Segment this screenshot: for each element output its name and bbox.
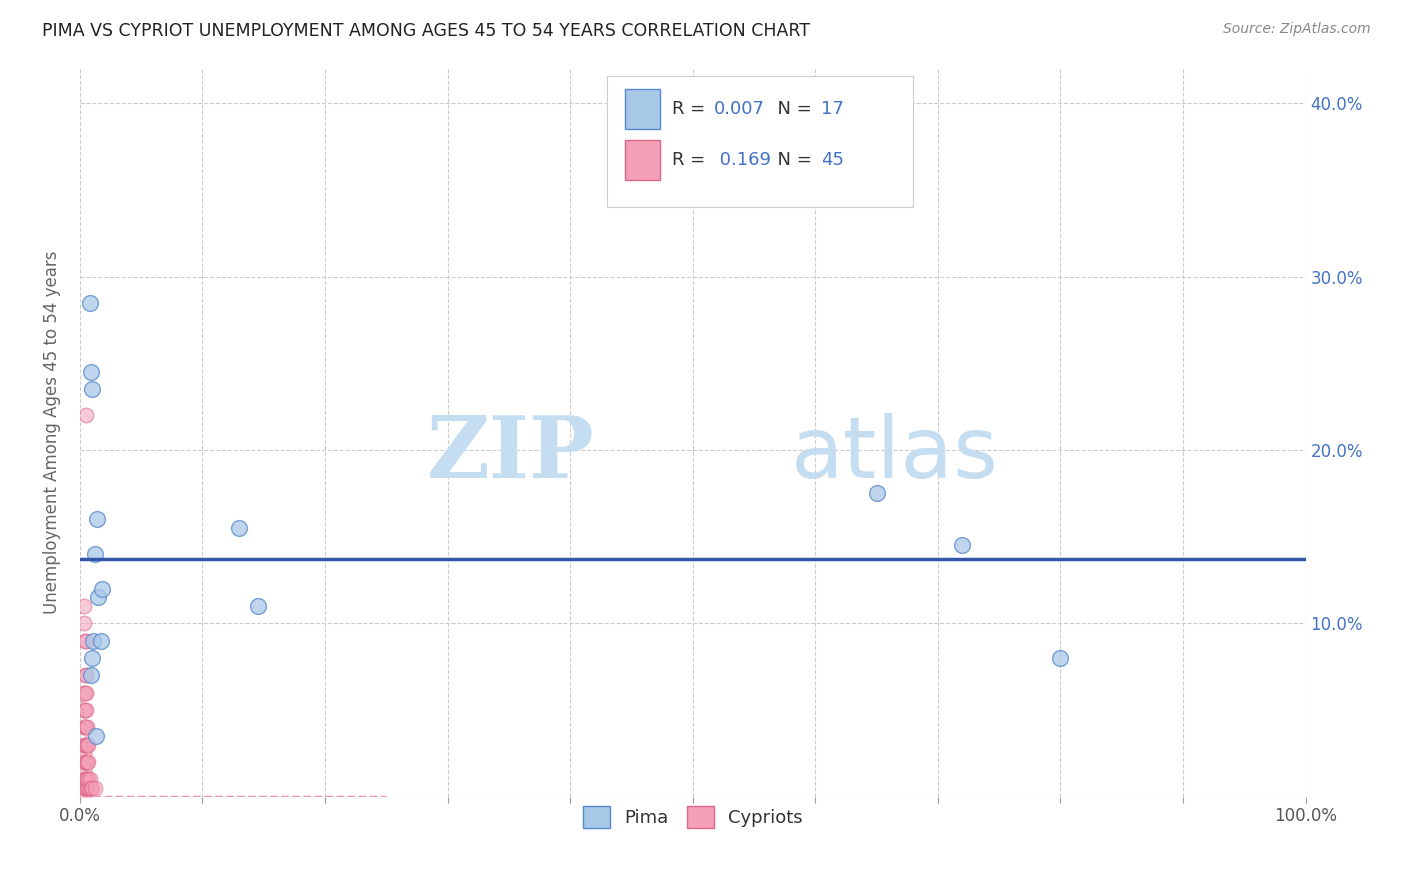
Point [82,633,104,648]
Point [72,703,94,717]
Point [75,781,97,796]
Legend: Pima, Cypriots: Pima, Cypriots [575,798,810,835]
Point [82,781,104,796]
Text: N =: N = [766,100,818,118]
FancyBboxPatch shape [626,139,659,179]
Point [73,703,96,717]
Point [76,720,98,734]
Text: 0.007: 0.007 [713,100,765,118]
Point [72,764,94,778]
Point [82,382,104,396]
Point [72,772,94,787]
Point [75,703,97,717]
Point [77,755,100,769]
Point [72,755,94,769]
Point [73,781,96,796]
Point [80,365,103,379]
Point [75,755,97,769]
Point [82,651,104,665]
Point [72,616,94,631]
Y-axis label: Unemployment Among Ages 45 to 54 years: Unemployment Among Ages 45 to 54 years [44,251,60,615]
Point [90,582,112,596]
Point [72,747,94,761]
Point [77,781,100,796]
Point [1049,651,1071,665]
Point [90,633,112,648]
Point [865,486,887,500]
Point [75,772,97,787]
Point [75,633,97,648]
Text: R =: R = [672,100,711,118]
Point [75,738,97,752]
Point [72,781,94,796]
Point [76,738,98,752]
Point [87,591,110,605]
Point [86,512,108,526]
Point [76,772,98,787]
Point [73,668,96,682]
Text: ZIP: ZIP [427,412,595,497]
Point [72,720,94,734]
Point [80,668,103,682]
Point [72,738,94,752]
Point [72,789,94,804]
Point [75,686,97,700]
Point [77,772,100,787]
Point [75,668,97,682]
Point [246,599,269,613]
Point [79,781,101,796]
Point [83,781,105,796]
Point [228,521,250,535]
Point [79,772,101,787]
Point [73,772,96,787]
FancyBboxPatch shape [626,88,659,128]
Point [73,738,96,752]
Point [72,686,94,700]
Point [75,720,97,734]
Point [80,781,103,796]
Point [73,755,96,769]
Point [76,755,98,769]
Point [75,409,97,423]
Text: 17: 17 [821,100,844,118]
Text: R =: R = [672,151,711,169]
Text: N =: N = [766,151,818,169]
Text: 0.169: 0.169 [713,151,770,169]
Point [83,547,105,561]
Point [77,738,100,752]
Text: PIMA VS CYPRIOT UNEMPLOYMENT AMONG AGES 45 TO 54 YEARS CORRELATION CHART: PIMA VS CYPRIOT UNEMPLOYMENT AMONG AGES … [42,22,810,40]
Text: Source: ZipAtlas.com: Source: ZipAtlas.com [1223,22,1371,37]
FancyBboxPatch shape [607,76,914,207]
Point [73,633,96,648]
Text: 45: 45 [821,151,845,169]
Point [73,686,96,700]
Point [950,538,973,552]
Point [76,781,98,796]
Point [73,720,96,734]
Point [79,295,101,310]
Point [72,599,94,613]
Point [84,729,107,743]
Text: atlas: atlas [790,413,998,496]
